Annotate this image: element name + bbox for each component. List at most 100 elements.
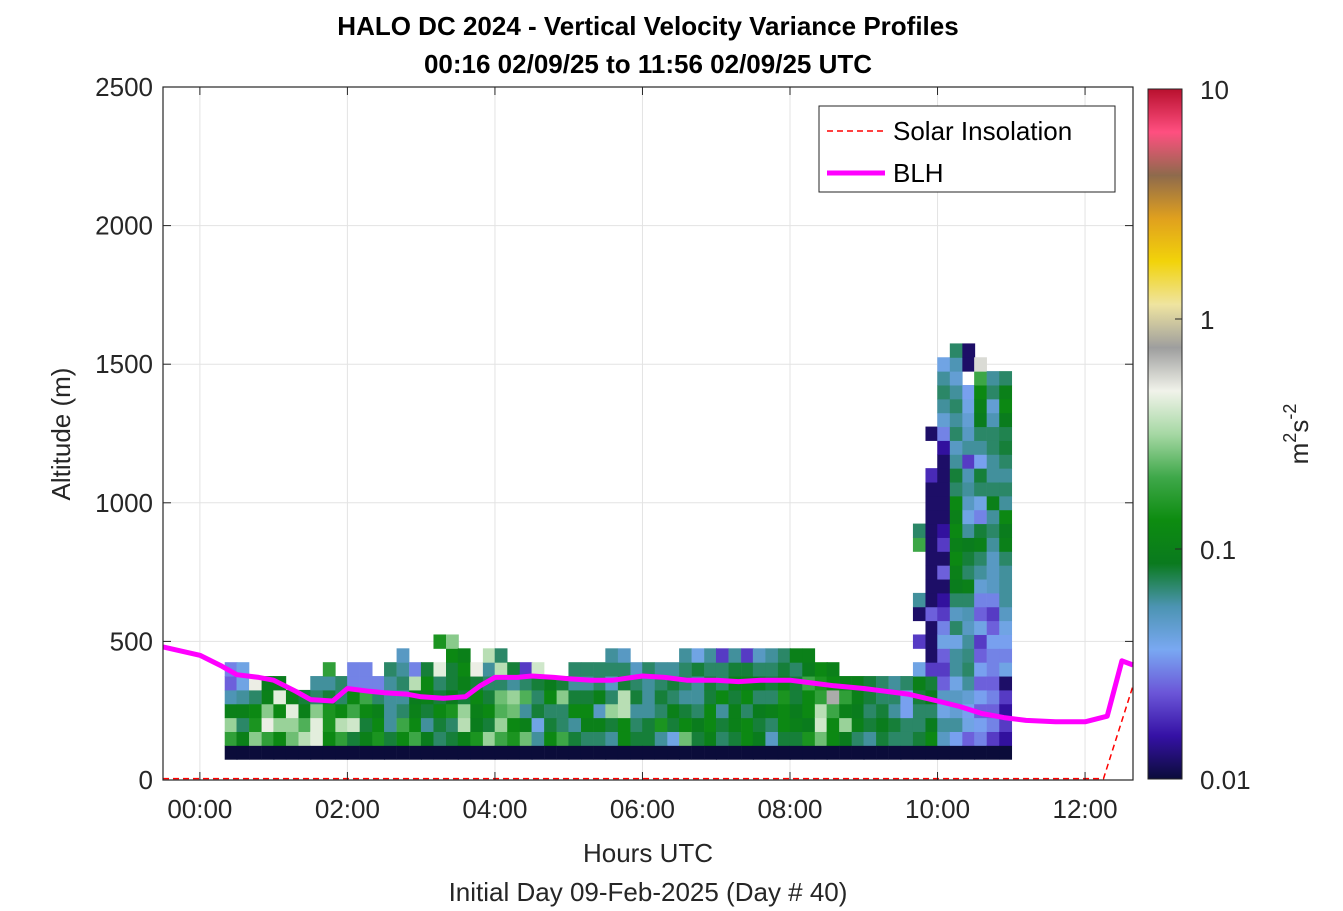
heatmap-cell — [986, 565, 1000, 580]
y-tick-label: 2000 — [95, 211, 153, 241]
x-tick-label: 10:00 — [905, 794, 970, 824]
heatmap-cell — [962, 412, 976, 428]
heatmap-cell — [322, 676, 336, 691]
x-tick-label: 04:00 — [462, 794, 527, 824]
heatmap-cell — [605, 717, 619, 732]
heatmap-cell — [580, 662, 594, 677]
heatmap-cell — [876, 731, 889, 746]
heatmap-cell — [962, 357, 976, 372]
heatmap-cell — [912, 717, 926, 732]
heatmap-cell — [949, 717, 963, 732]
heatmap-cell — [654, 717, 668, 732]
heatmap-cell — [224, 703, 238, 719]
heatmap-cell — [962, 454, 976, 469]
heatmap-cell — [999, 509, 1013, 525]
heatmap-cell — [986, 592, 1000, 608]
heatmap-cell — [752, 689, 766, 705]
heatmap-cell — [986, 551, 1000, 566]
heatmap-cell — [285, 745, 299, 760]
heatmap-cell — [777, 731, 791, 746]
heatmap-cell — [741, 703, 754, 719]
heatmap-cell — [962, 468, 976, 483]
heatmap-cell — [986, 676, 1000, 691]
heatmap-cell — [285, 703, 299, 719]
heatmap-cell — [396, 703, 410, 719]
heatmap-cell — [986, 495, 1000, 511]
heatmap-cell — [580, 703, 594, 719]
heatmap-cell — [224, 731, 238, 746]
heatmap-cell — [937, 731, 951, 746]
heatmap-cell — [446, 731, 459, 746]
heatmap-cell — [654, 745, 668, 760]
heatmap-cell — [851, 689, 865, 705]
heatmap-cell — [863, 745, 877, 760]
heatmap-cell — [962, 606, 976, 622]
heatmap-cell — [851, 731, 865, 746]
heatmap-cell — [347, 717, 360, 732]
heatmap-cell — [679, 717, 692, 732]
heatmap-cell — [876, 717, 889, 732]
heatmap-cell — [974, 717, 987, 732]
heatmap-cell — [384, 745, 397, 760]
heatmap-cell — [925, 592, 939, 608]
heatmap-cell — [962, 384, 976, 400]
heatmap-cell — [446, 662, 459, 677]
heatmap-cell — [667, 731, 681, 746]
heatmap-cell — [285, 717, 299, 732]
heatmap-cell — [912, 606, 926, 622]
heatmap-cell — [937, 509, 951, 525]
heatmap-cell — [999, 745, 1013, 760]
heatmap-cell — [617, 703, 631, 719]
heatmap-cell — [962, 509, 976, 525]
heatmap-cell — [949, 731, 963, 746]
heatmap-cell — [925, 551, 939, 566]
heatmap-cell — [728, 745, 742, 760]
heatmap-cell — [667, 689, 681, 705]
heatmap-cell — [236, 703, 250, 719]
heatmap-cell — [679, 662, 692, 677]
heatmap-cell — [667, 703, 681, 719]
heatmap-cell — [691, 689, 705, 705]
heatmap-cell — [912, 634, 926, 649]
heatmap-cell — [544, 703, 557, 719]
heatmap-cell — [568, 731, 582, 746]
heatmap-cell — [752, 703, 766, 719]
heatmap-cell — [691, 648, 705, 663]
heatmap-cell — [949, 648, 963, 663]
heatmap-cell — [962, 551, 976, 566]
heatmap-cell — [974, 565, 987, 580]
heatmap-cell — [962, 676, 976, 691]
chart-subtitle: 00:16 02/09/25 to 11:56 02/09/25 UTC — [424, 49, 872, 79]
heatmap-cell — [949, 398, 963, 414]
heatmap-cell — [937, 662, 951, 677]
heatmap-cell — [531, 717, 545, 732]
heatmap-cell — [605, 648, 619, 663]
heatmap-cell — [236, 745, 250, 760]
y-tick-label: 1000 — [95, 488, 153, 518]
heatmap-cell — [482, 717, 496, 732]
heatmap-cell — [679, 745, 692, 760]
heatmap-cell — [446, 634, 459, 649]
heatmap-cell — [839, 745, 852, 760]
heatmap-cell — [937, 398, 951, 414]
heatmap-cell — [335, 731, 349, 746]
heatmap-cell — [617, 731, 631, 746]
heatmap-cell — [372, 745, 386, 760]
heatmap-cell — [802, 745, 816, 760]
heatmap-cell — [999, 592, 1013, 608]
heatmap-cell — [704, 662, 717, 677]
heatmap-cell — [814, 662, 828, 677]
legend-blh-label: BLH — [893, 158, 944, 188]
heatmap-cell — [507, 731, 521, 746]
heatmap-cell — [531, 731, 545, 746]
heatmap-cell — [986, 634, 1000, 649]
heatmap-cell — [335, 745, 349, 760]
heatmap-cell — [544, 731, 557, 746]
heatmap-cell — [741, 648, 754, 663]
heatmap-cell — [925, 468, 939, 483]
heatmap-cell — [974, 523, 987, 538]
heatmap-cell — [986, 468, 1000, 483]
heatmap-cell — [802, 703, 816, 719]
heatmap-cell — [986, 440, 1000, 455]
heatmap-cell — [384, 703, 397, 719]
